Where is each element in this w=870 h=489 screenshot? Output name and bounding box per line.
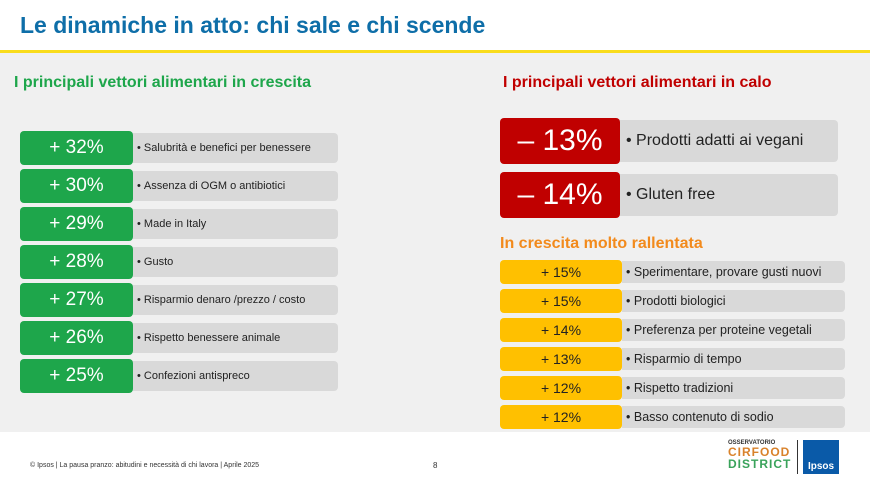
slow-label-text: Prodotti biologici	[633, 294, 726, 308]
logo-osservatorio: OSSERVATORIO	[728, 440, 776, 446]
growth-label: • Salubrità e benefici per benessere	[133, 133, 338, 163]
slow-value: + 12%	[500, 405, 622, 429]
slow-label: • Sperimentare, provare gusti nuovi	[622, 261, 845, 283]
slow-label-text: Sperimentare, provare gusti nuovi	[633, 265, 822, 279]
slow-label: • Prodotti biologici	[622, 290, 845, 312]
decline-row: – 13% • Prodotti adatti ai vegani	[500, 118, 838, 164]
decline-label: • Prodotti adatti ai vegani	[620, 120, 838, 162]
growth-label: • Rispetto benessere animale	[133, 323, 338, 353]
growth-label-text: Confezioni antispreco	[143, 370, 250, 382]
growth-row: + 32% • Salubrità e benefici per benesser…	[20, 131, 338, 165]
logo-district: DISTRICT	[728, 457, 792, 471]
slow-value: + 12%	[500, 376, 622, 400]
growth-row: + 30% • Assenza di OGM o antibiotici	[20, 169, 338, 203]
growth-heading: I principali vettori alimentari in cresc…	[14, 74, 311, 91]
slow-label-text: Preferenza per proteine vegetali	[633, 323, 812, 337]
page-number: 8	[433, 461, 438, 470]
growth-row: + 29% • Made in Italy	[20, 207, 338, 241]
decline-heading: I principali vettori alimentari in calo	[503, 74, 772, 91]
growth-label-text: Risparmio denaro /prezzo / costo	[143, 294, 306, 306]
growth-row: + 25% • Confezioni antispreco	[20, 359, 338, 393]
growth-label: • Gusto	[133, 247, 338, 277]
growth-value: + 25%	[20, 359, 133, 393]
growth-value: + 30%	[20, 169, 133, 203]
growth-value: + 27%	[20, 283, 133, 317]
slow-growth-heading: In crescita molto rallentata	[500, 235, 703, 252]
slow-label-text: Rispetto tradizioni	[633, 381, 734, 395]
growth-value: + 26%	[20, 321, 133, 355]
page-title: Le dinamiche in atto: chi sale e chi sce…	[20, 12, 486, 38]
slow-value: + 14%	[500, 318, 622, 342]
growth-label-text: Assenza di OGM o antibiotici	[143, 180, 286, 192]
growth-label: • Confezioni antispreco	[133, 361, 338, 391]
slow-row: + 12% • Rispetto tradizioni	[500, 376, 845, 400]
slow-label: • Preferenza per proteine vegetali	[622, 319, 845, 341]
growth-row: + 27% • Risparmio denaro /prezzo / costo	[20, 283, 338, 317]
growth-label-text: Gusto	[143, 256, 174, 268]
decline-row: – 14% • Gluten free	[500, 172, 838, 218]
footer-text: © Ipsos | La pausa pranzo: abitudini e n…	[30, 462, 260, 469]
growth-label: • Assenza di OGM o antibiotici	[133, 171, 338, 201]
slow-label: • Risparmio di tempo	[622, 348, 845, 370]
title-divider	[0, 50, 870, 53]
logo-cirfood: CIRFOOD	[728, 445, 791, 459]
slow-row: + 15% • Prodotti biologici	[500, 289, 845, 313]
slow-label-text: Basso contenuto di sodio	[633, 410, 774, 424]
ipsos-logo: Ipsos	[803, 440, 839, 474]
growth-label: • Risparmio denaro /prezzo / costo	[133, 285, 338, 315]
cirfood-district-logo: OSSERVATORIO CIRFOOD DISTRICT	[728, 440, 791, 470]
slow-value: + 15%	[500, 260, 622, 284]
decline-label-text: Prodotti adatti ai vegani	[636, 132, 804, 149]
growth-value: + 29%	[20, 207, 133, 241]
decline-value: – 13%	[500, 118, 620, 164]
slow-label: • Rispetto tradizioni	[622, 377, 845, 399]
slow-value: + 13%	[500, 347, 622, 371]
growth-value: + 28%	[20, 245, 133, 279]
growth-label-text: Made in Italy	[143, 218, 207, 230]
slow-value: + 15%	[500, 289, 622, 313]
slow-row: + 12% • Basso contenuto di sodio	[500, 405, 845, 429]
slow-row: + 14% • Preferenza per proteine vegetali	[500, 318, 845, 342]
growth-value: + 32%	[20, 131, 133, 165]
slow-label-text: Risparmio di tempo	[633, 352, 742, 366]
logo-separator	[797, 440, 798, 474]
decline-label: • Gluten free	[620, 174, 838, 216]
growth-row: + 28% • Gusto	[20, 245, 338, 279]
slow-row: + 15% • Sperimentare, provare gusti nuovi	[500, 260, 845, 284]
growth-label: • Made in Italy	[133, 209, 338, 239]
growth-label-text: Salubrità e benefici per benessere	[143, 142, 311, 154]
slow-label: • Basso contenuto di sodio	[622, 406, 845, 428]
decline-value: – 14%	[500, 172, 620, 218]
growth-row: + 26% • Rispetto benessere animale	[20, 321, 338, 355]
decline-label-text: Gluten free	[636, 186, 716, 203]
growth-label-text: Rispetto benessere animale	[143, 332, 281, 344]
slow-row: + 13% • Risparmio di tempo	[500, 347, 845, 371]
